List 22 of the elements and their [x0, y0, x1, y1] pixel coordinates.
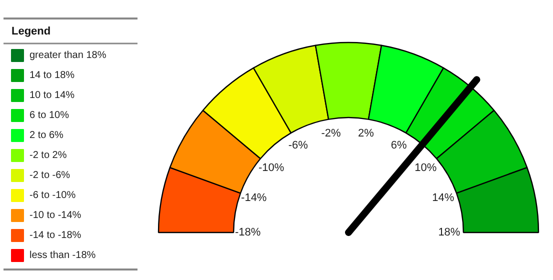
legend-label: 2 to 6%: [30, 130, 64, 141]
legend-label: -6 to -10%: [30, 190, 76, 201]
legend-label: -2 to -6%: [30, 170, 70, 181]
text: -18%: [234, 226, 261, 238]
text: 6%: [390, 139, 408, 152]
text: 18%: [438, 226, 460, 238]
text: -2%: [321, 127, 342, 140]
text: 2%: [358, 127, 374, 140]
legend-label: -2 to 2%: [30, 150, 67, 161]
legend-label: 14 to 18%: [30, 70, 75, 81]
text: -6%: [288, 139, 308, 152]
text: -10%: [258, 162, 284, 174]
text: 14%: [432, 192, 454, 204]
legend-label: 10 to 14%: [30, 90, 75, 101]
legend-label: 6 to 10%: [30, 110, 70, 121]
legend-label: -10 to -14%: [30, 210, 82, 221]
text: -14%: [241, 192, 267, 204]
legend-label: less than -18%: [30, 250, 96, 261]
legend-title: Legend: [12, 26, 51, 38]
legend-label: -14 to -18%: [30, 230, 82, 241]
legend-label: greater than 18%: [30, 50, 106, 61]
text: 10%: [414, 162, 437, 174]
